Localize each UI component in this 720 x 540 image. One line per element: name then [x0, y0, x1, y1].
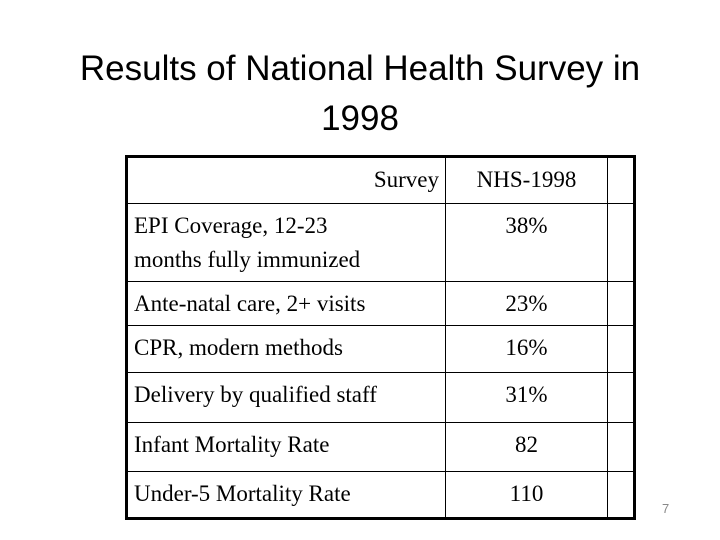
table-row: CPR, modern methods 16%	[126, 325, 635, 373]
table-header-row: Survey NHS-1998	[126, 156, 635, 204]
table-row: Under-5 Mortality Rate 110	[126, 471, 635, 519]
value-cell: 16%	[445, 325, 608, 373]
header-cell-empty	[607, 156, 635, 204]
survey-results-table: Survey NHS-1998 EPI Coverage, 12-23 mont…	[125, 155, 636, 520]
empty-cell	[607, 325, 635, 373]
header-cell-survey: Survey	[126, 156, 446, 204]
slide-title-line2: 1998	[321, 99, 399, 138]
empty-cell	[607, 203, 635, 282]
value-cell: 23%	[445, 281, 608, 326]
indicator-cell: Infant Mortality Rate	[126, 422, 446, 472]
empty-cell	[607, 471, 635, 519]
table-row: Infant Mortality Rate 82	[126, 422, 635, 472]
indicator-cell: Under-5 Mortality Rate	[126, 471, 446, 519]
value-cell: 110	[445, 471, 608, 519]
table-row: Delivery by qualified staff 31%	[126, 372, 635, 423]
header-cell-nhs-1998: NHS-1998	[445, 156, 608, 204]
indicator-cell: Delivery by qualified staff	[126, 372, 446, 423]
empty-cell	[607, 281, 635, 326]
slide-title-line1: Results of National Health Survey in	[79, 49, 641, 88]
empty-cell	[607, 372, 635, 423]
value-cell: 82	[445, 422, 608, 472]
indicator-cell: Ante-natal care, 2+ visits	[126, 281, 446, 326]
page-number: 7	[662, 501, 670, 516]
indicator-cell: CPR, modern methods	[126, 325, 446, 373]
indicator-cell: EPI Coverage, 12-23 months fully immuniz…	[126, 203, 446, 282]
value-cell: 31%	[445, 372, 608, 423]
table-row: Ante-natal care, 2+ visits 23%	[126, 281, 635, 326]
empty-cell	[607, 422, 635, 472]
slide-title: Results of National Health Survey in 199…	[0, 44, 720, 144]
value-cell: 38%	[445, 203, 608, 282]
table-row: EPI Coverage, 12-23 months fully immuniz…	[126, 203, 635, 282]
